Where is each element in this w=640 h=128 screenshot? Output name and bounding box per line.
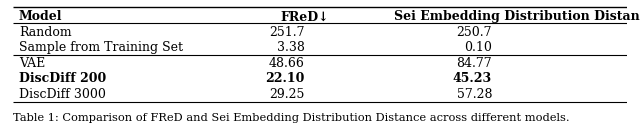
- Text: 250.7: 250.7: [456, 26, 492, 39]
- Text: Random: Random: [19, 26, 72, 39]
- Text: 251.7: 251.7: [269, 26, 305, 39]
- Text: 57.28: 57.28: [456, 88, 492, 101]
- Text: 29.25: 29.25: [269, 88, 305, 101]
- Text: 22.10: 22.10: [265, 72, 305, 85]
- Text: Model: Model: [19, 10, 63, 23]
- Text: 84.77: 84.77: [456, 57, 492, 70]
- Text: 0.10: 0.10: [464, 41, 492, 54]
- Text: Sei Embedding Distribution Distance↓: Sei Embedding Distribution Distance↓: [394, 10, 640, 23]
- Text: 3.38: 3.38: [276, 41, 305, 54]
- Text: 45.23: 45.23: [453, 72, 492, 85]
- Text: VAE: VAE: [19, 57, 45, 70]
- Text: Table 1: Comparison of FReD and Sei Embedding Distribution Distance across diffe: Table 1: Comparison of FReD and Sei Embe…: [13, 113, 570, 123]
- Text: Sample from Training Set: Sample from Training Set: [19, 41, 183, 54]
- Text: DiscDiff 3000: DiscDiff 3000: [19, 88, 106, 101]
- Text: DiscDiff 200: DiscDiff 200: [19, 72, 106, 85]
- Text: FReD↓: FReD↓: [280, 10, 329, 23]
- Text: 48.66: 48.66: [269, 57, 305, 70]
